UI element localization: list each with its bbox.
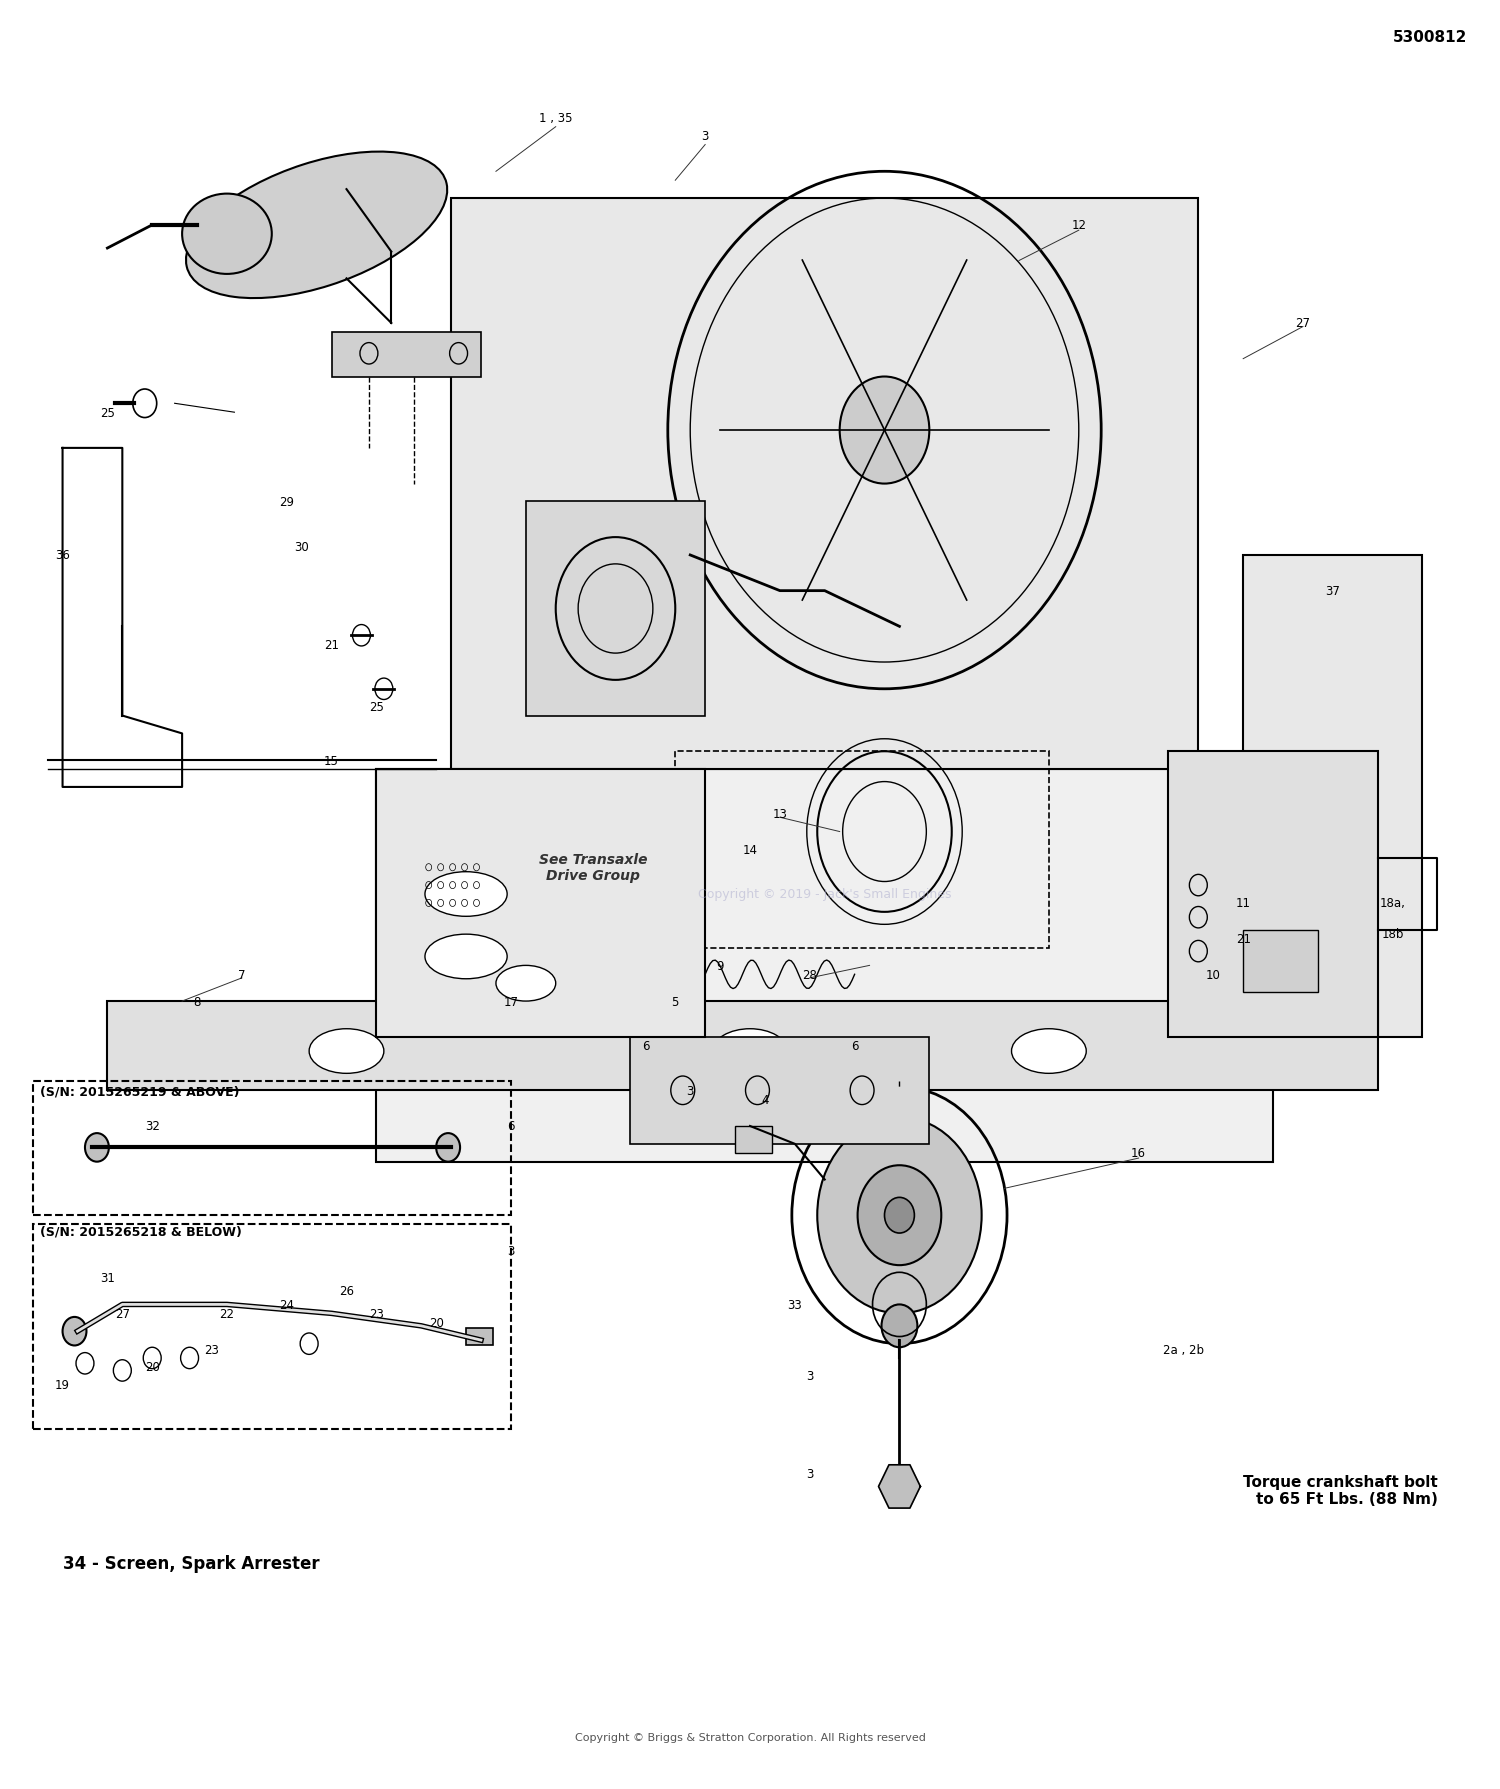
Text: 31: 31 [100,1272,116,1285]
Text: Copyright © 2019 - Jack's Small Engines: Copyright © 2019 - Jack's Small Engines [698,887,951,902]
Circle shape [882,1304,918,1347]
Text: 30: 30 [294,540,309,553]
Bar [33,1082,512,1215]
Text: 5: 5 [672,995,680,1007]
Text: 5300812: 5300812 [1394,30,1467,45]
Text: 2a , 2b: 2a , 2b [1162,1344,1204,1356]
Text: Copyright © Briggs & Stratton Corporation. All Rights reserved: Copyright © Briggs & Stratton Corporatio… [574,1732,926,1742]
Circle shape [885,1197,915,1233]
Circle shape [818,1118,981,1313]
Text: 32: 32 [146,1120,159,1132]
Bar [526,503,705,716]
Text: 6: 6 [507,1120,515,1132]
Text: 3: 3 [702,131,709,143]
Text: 6: 6 [850,1039,858,1052]
Text: 11: 11 [1236,896,1251,911]
Ellipse shape [496,966,555,1002]
Text: 3: 3 [806,1370,813,1383]
Text: 14: 14 [742,843,758,857]
Ellipse shape [424,873,507,916]
Text: 20: 20 [146,1361,159,1374]
Text: 27: 27 [116,1308,130,1320]
Bar [675,751,1048,948]
Text: 10: 10 [1206,968,1221,980]
Text: 4: 4 [760,1093,768,1106]
Text: 37: 37 [1326,585,1341,598]
Text: 29: 29 [279,496,294,508]
Text: 36: 36 [56,549,70,562]
Bar [466,1327,494,1345]
Text: 28: 28 [802,968,818,980]
Circle shape [840,377,930,485]
Ellipse shape [712,1029,788,1073]
Bar [1168,751,1377,1038]
Ellipse shape [1011,1029,1086,1073]
Text: 19: 19 [56,1379,70,1392]
FancyBboxPatch shape [376,769,1274,1163]
Text: 27: 27 [1296,317,1311,331]
Text: 20: 20 [429,1317,444,1329]
Circle shape [63,1317,87,1345]
FancyBboxPatch shape [452,199,1198,769]
Text: (S/N: 2015265219 & ABOVE): (S/N: 2015265219 & ABOVE) [40,1086,240,1098]
Text: 9: 9 [717,959,724,973]
Text: 3: 3 [507,1245,515,1258]
Text: 25: 25 [369,701,384,714]
Bar [630,1038,930,1145]
Bar [1244,556,1422,1038]
Text: 33: 33 [788,1299,802,1311]
Ellipse shape [424,934,507,979]
Text: 34 - Screen, Spark Arrester: 34 - Screen, Spark Arrester [63,1555,320,1573]
Text: 12: 12 [1071,220,1086,233]
Text: 22: 22 [219,1308,234,1320]
Ellipse shape [309,1029,384,1073]
Text: See Transaxle
Drive Group: See Transaxle Drive Group [538,853,648,882]
Text: 21: 21 [1236,932,1251,946]
Text: 15: 15 [324,755,339,767]
Text: (S/N: 2015265218 & BELOW): (S/N: 2015265218 & BELOW) [40,1224,242,1238]
Text: 26: 26 [339,1285,354,1297]
Text: 1 , 35: 1 , 35 [538,113,573,125]
Bar [1274,751,1362,894]
Bar [108,1002,1377,1091]
Text: 17: 17 [504,995,519,1007]
Text: 16: 16 [1131,1147,1146,1159]
Text: 23: 23 [204,1344,219,1356]
Circle shape [858,1166,942,1265]
Bar [332,333,482,377]
Text: 25: 25 [100,406,116,419]
Text: 13: 13 [772,809,788,821]
Text: 24: 24 [279,1299,294,1311]
Ellipse shape [182,195,272,276]
Ellipse shape [186,152,447,299]
Text: 3: 3 [806,1467,813,1481]
Text: 23: 23 [369,1308,384,1320]
Text: 21: 21 [324,639,339,651]
Bar [33,1224,512,1429]
Text: Torque crankshaft bolt
to 65 Ft Lbs. (88 Nm): Torque crankshaft bolt to 65 Ft Lbs. (88… [1242,1474,1437,1506]
Circle shape [86,1134,109,1163]
Text: 7: 7 [238,968,246,980]
Circle shape [436,1134,460,1163]
Bar [1244,930,1318,993]
Text: 18b: 18b [1382,927,1404,941]
Text: 8: 8 [194,995,201,1007]
Text: 6: 6 [642,1039,650,1052]
Text: 18a,: 18a, [1380,896,1406,911]
Text: 3: 3 [687,1084,694,1097]
Polygon shape [879,1465,921,1508]
Bar [376,769,705,1038]
Bar [735,1127,772,1154]
